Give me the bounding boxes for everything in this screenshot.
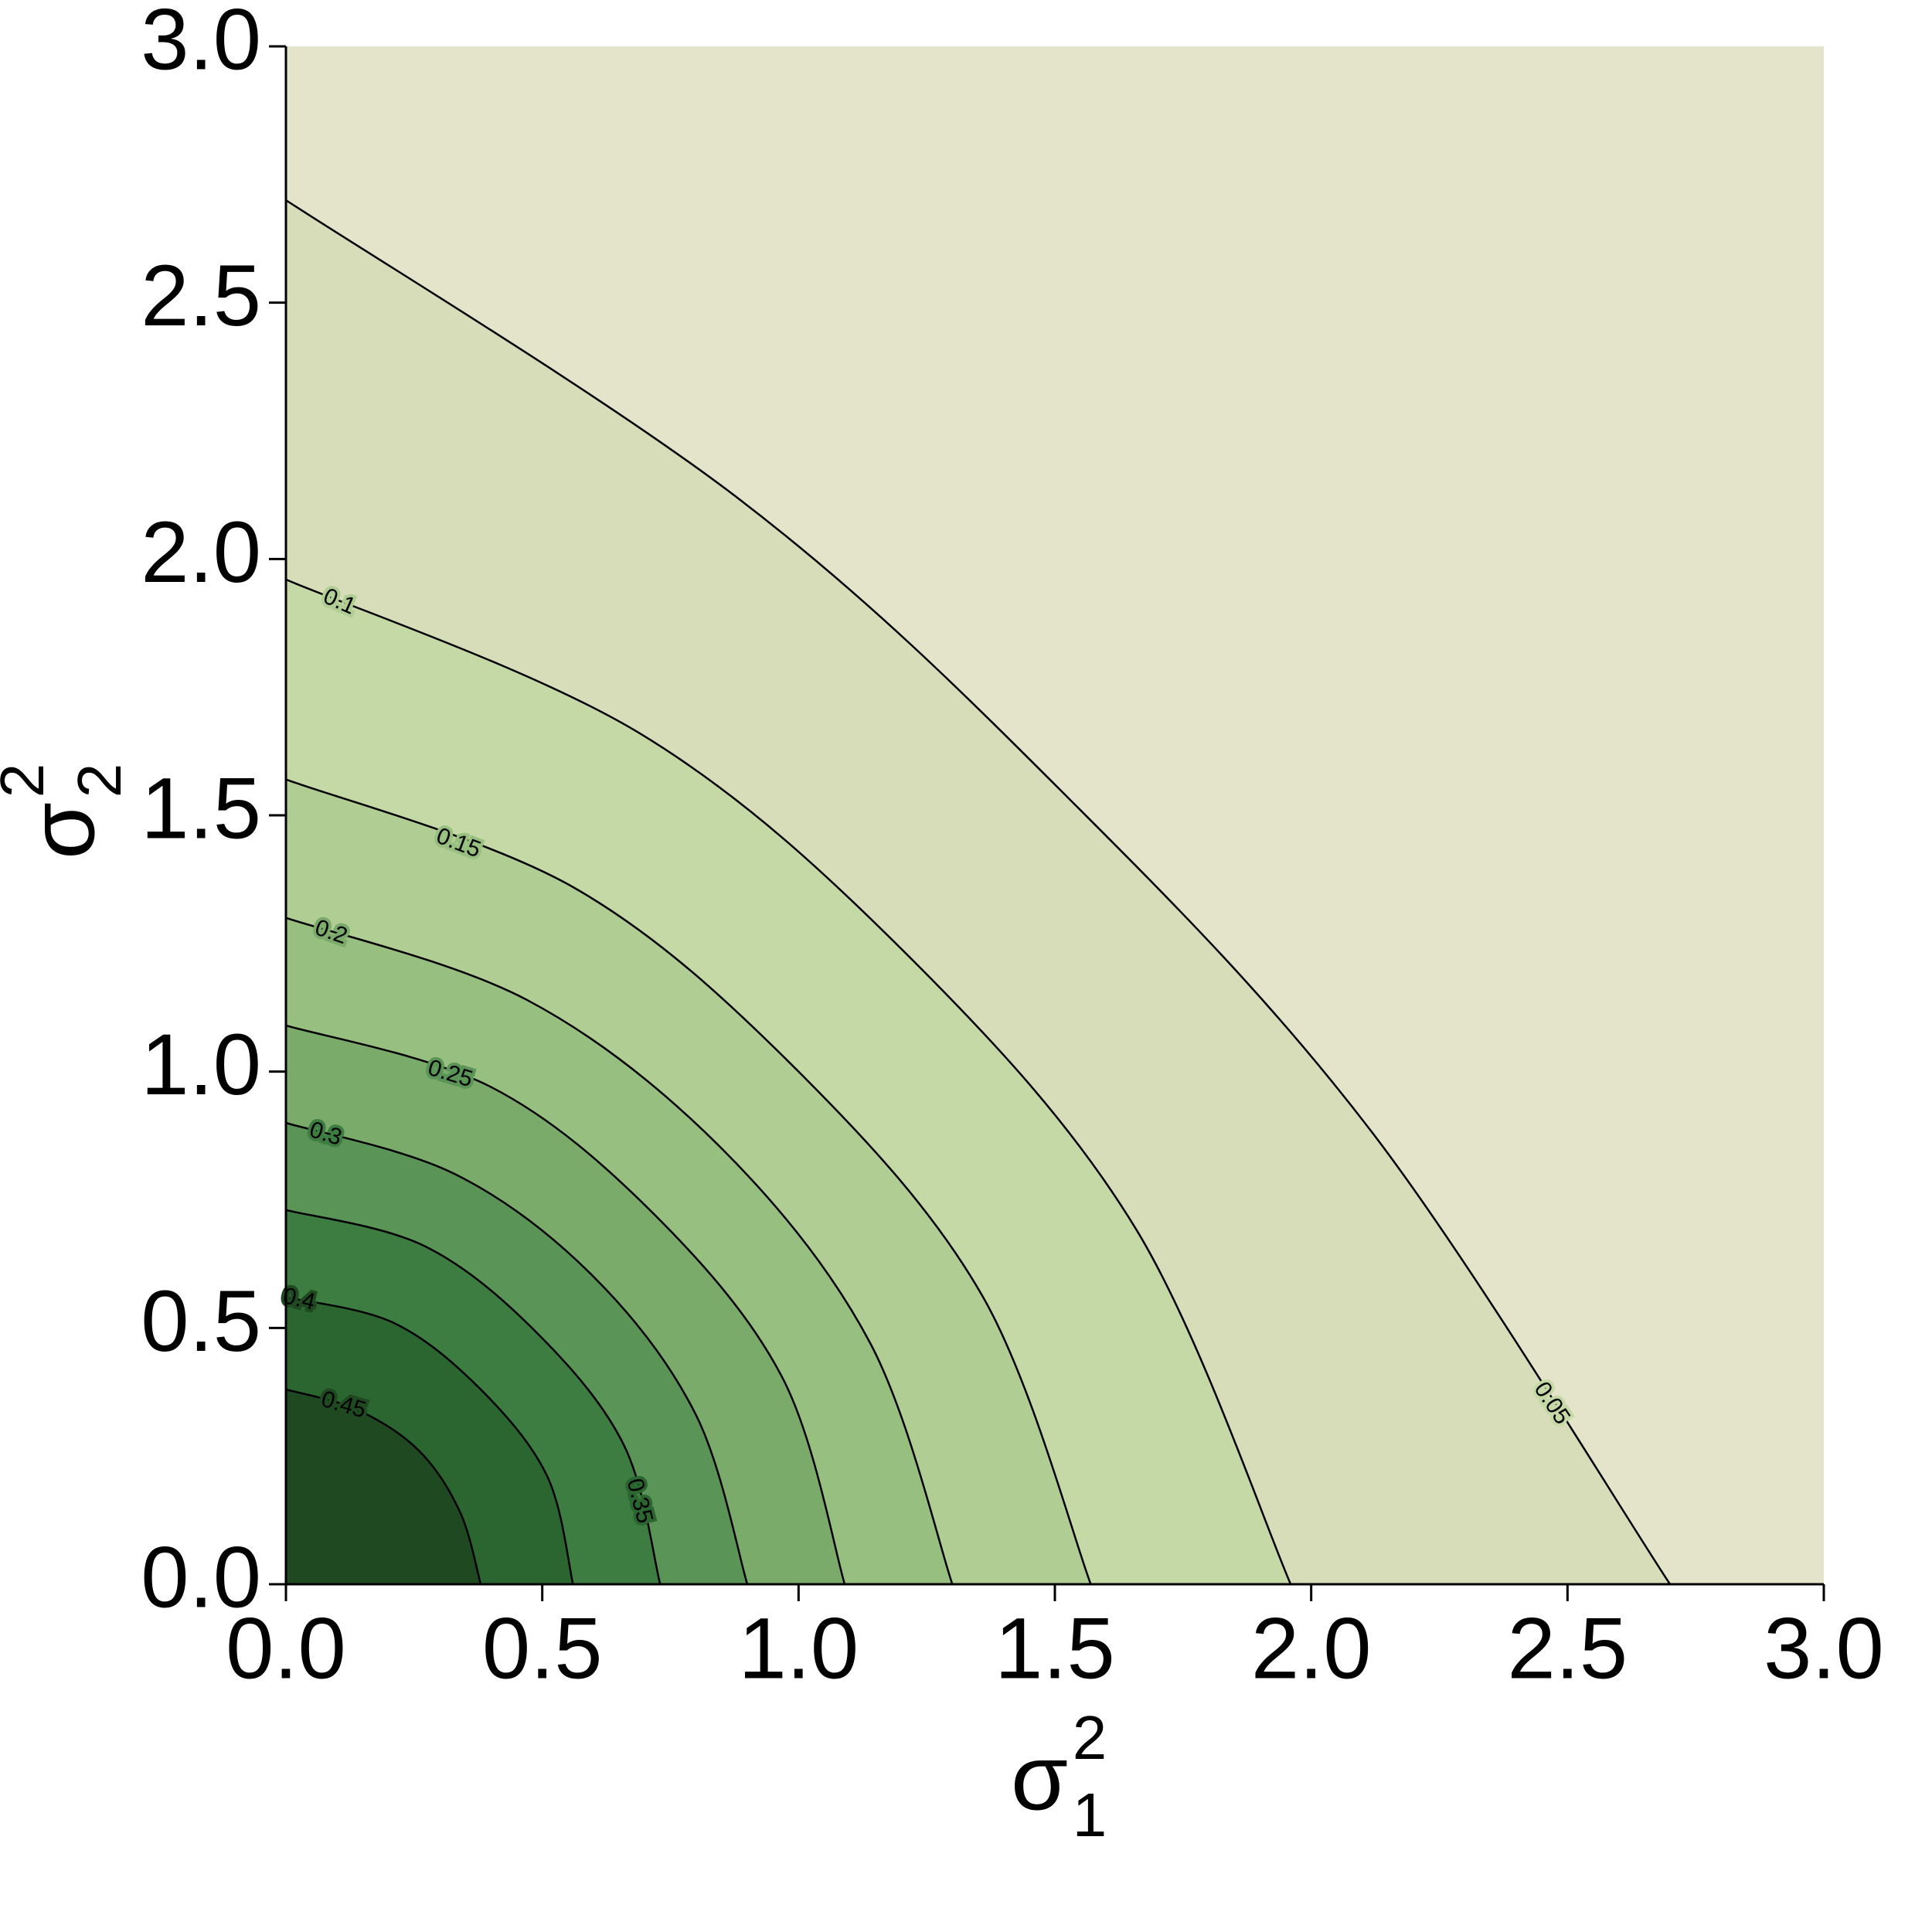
x-tick-label: 0.0 xyxy=(226,1600,346,1697)
x-tick-label: 0.5 xyxy=(482,1600,603,1697)
x-tick-label: 2.5 xyxy=(1507,1600,1628,1697)
y-axis-title-base: σ xyxy=(11,802,114,859)
y-tick-label: 0.0 xyxy=(141,1529,261,1626)
x-tick-label: 3.0 xyxy=(1764,1600,1884,1697)
y-axis-title-sub: 2 xyxy=(65,764,134,798)
y-tick-label: 1.5 xyxy=(141,760,261,857)
contour-line xyxy=(285,1121,749,1585)
x-tick-label: 1.0 xyxy=(738,1600,859,1697)
x-axis-title: σ 1 2 xyxy=(1011,1703,1107,1849)
y-tick-label: 3.0 xyxy=(141,0,261,88)
y-axis-title: σ 22 xyxy=(0,764,134,859)
contour-line xyxy=(285,1024,846,1585)
x-axis-title-sup: 2 xyxy=(1073,1703,1107,1772)
x-axis-title-base: σ xyxy=(1011,1726,1068,1830)
contour-line xyxy=(285,917,954,1585)
y-tick-label: 1.0 xyxy=(141,1016,261,1113)
x-axis-title-sub: 1 xyxy=(1073,1781,1107,1849)
y-axis-title-sup: 2 xyxy=(0,764,56,798)
contour-line xyxy=(285,778,1092,1585)
x-tick-label: 2.0 xyxy=(1251,1600,1372,1697)
contour-band xyxy=(286,1389,481,1584)
y-tick-label: 0.5 xyxy=(141,1273,261,1369)
contour-line xyxy=(285,1296,574,1585)
x-tick-label: 1.5 xyxy=(995,1600,1115,1697)
contour-line xyxy=(285,199,1672,1585)
contour-line xyxy=(285,578,1292,1585)
contour-line xyxy=(285,1209,662,1585)
y-tick-label: 2.0 xyxy=(141,504,261,600)
y-tick-label: 2.5 xyxy=(141,247,261,344)
contour-line xyxy=(285,1388,482,1585)
